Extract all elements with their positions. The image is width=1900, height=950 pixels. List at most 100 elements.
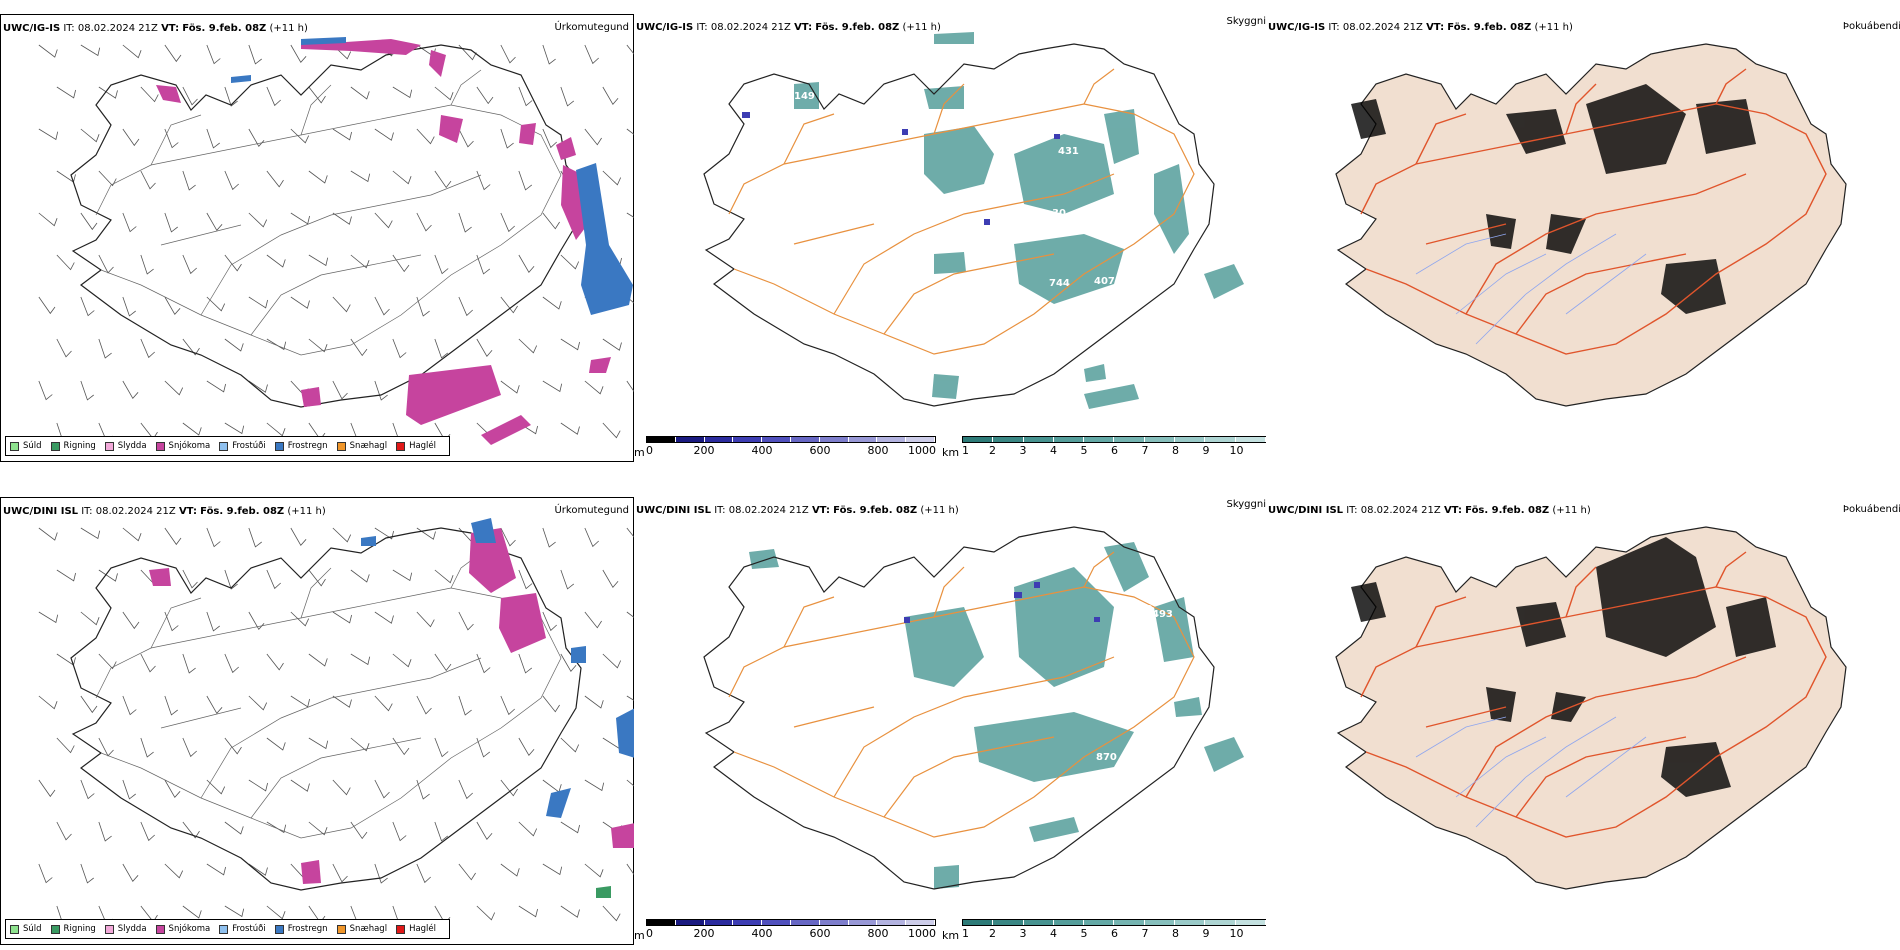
- wind-barb: [98, 821, 112, 842]
- cloud-base-label: 407: [1094, 276, 1115, 287]
- wind-barb: [224, 653, 239, 674]
- scale-tick-label: 2: [989, 444, 996, 457]
- wind-barb: [122, 863, 139, 882]
- scale-tick-label: 7: [1141, 444, 1149, 457]
- scale-tick-label: 1000: [908, 444, 936, 457]
- cloud-base-label: 159: [1064, 807, 1085, 818]
- wind-barb: [140, 821, 155, 842]
- scale-bin: [963, 920, 994, 925]
- wind-barb: [206, 527, 221, 548]
- wind-barbs: [38, 527, 635, 926]
- legend-label: Frostregn: [287, 441, 328, 451]
- wind-barb: [224, 338, 244, 352]
- legend-item: Frostregn: [274, 441, 328, 451]
- wind-barb: [500, 44, 516, 64]
- wind-barb: [584, 779, 605, 792]
- wind-barb: [98, 338, 112, 359]
- wind-barb: [308, 569, 326, 587]
- wind-barb: [626, 779, 635, 788]
- wind-barb: [500, 695, 515, 716]
- wind-barb: [560, 338, 580, 351]
- legend-item: Rigning: [50, 924, 96, 934]
- wind-barb: [542, 863, 563, 876]
- wind-barb: [224, 170, 239, 191]
- panel-variable-title: Þokuábendi: [1842, 21, 1900, 32]
- wind-barb: [350, 86, 370, 100]
- wind-barb: [332, 380, 348, 400]
- wind-barb: [164, 44, 182, 63]
- wind-barb: [140, 338, 155, 359]
- wind-barb: [392, 170, 412, 185]
- cloud-base-label: 179: [1112, 627, 1133, 638]
- scale-tick-label: 4: [1050, 444, 1057, 457]
- wind-barb: [434, 653, 452, 672]
- wind-barb: [98, 569, 118, 582]
- panel-title: UWC/DINI ISL IT: 08.02.2024 21Z VT: Fös.…: [636, 505, 959, 516]
- scale-tick-label: 7: [1141, 927, 1149, 940]
- wind-barb: [38, 695, 58, 710]
- wind-barb: [182, 737, 197, 758]
- fog-index-map: [1335, 526, 1847, 890]
- wind-barb: [542, 212, 560, 230]
- wind-barb: [392, 737, 410, 756]
- fog-index-areas: [1351, 84, 1756, 314]
- scale-bin: [1084, 920, 1115, 925]
- scale-bin: [1144, 437, 1176, 442]
- wind-barb: [626, 863, 635, 877]
- legend-label: Haglél: [409, 924, 437, 934]
- scale-bin: [733, 437, 763, 442]
- scale-colorbar: [962, 919, 1267, 926]
- wind-barb: [392, 569, 413, 582]
- road-network: [95, 552, 562, 839]
- scale-tick-label: 8: [1172, 927, 1179, 940]
- cloud-base-label: 223: [946, 239, 967, 250]
- wind-barb: [560, 569, 575, 590]
- scale-bin: [1114, 437, 1145, 442]
- cloud-base-dots: [904, 582, 1100, 623]
- wind-barb: [458, 779, 473, 800]
- wind-barb: [80, 212, 98, 231]
- wind-barb: [602, 569, 619, 588]
- wind-barb: [122, 296, 136, 317]
- wind-barb: [626, 128, 635, 136]
- wind-barb: [350, 653, 371, 666]
- wind-barb: [224, 737, 242, 755]
- wind-barb: [332, 296, 351, 313]
- wind-barb: [416, 779, 430, 800]
- wind-barb: [374, 695, 393, 712]
- wind-barb: [518, 821, 538, 837]
- wind-barb: [518, 905, 538, 918]
- wind-barb: [500, 380, 520, 394]
- legend-swatch: [396, 441, 406, 451]
- wind-barb: [602, 422, 621, 439]
- scale-tick-label: 1: [962, 927, 969, 940]
- wind-barb: [140, 170, 156, 190]
- cloud-base-label: 30: [1052, 208, 1066, 219]
- scale-colorbar: [646, 436, 936, 443]
- wind-barb: [560, 821, 580, 834]
- scale-bin: [1175, 920, 1206, 925]
- panel-variable-title: Úrkomutegund: [554, 22, 629, 33]
- wind-barb: [584, 380, 604, 395]
- snow-areas: [156, 39, 611, 445]
- wind-barb: [80, 380, 94, 401]
- wind-barb: [164, 779, 181, 798]
- wind-barb: [542, 611, 557, 632]
- legend-swatch: [219, 441, 229, 451]
- wind-barb: [392, 653, 412, 668]
- cloud-base-label: 149: [794, 91, 815, 102]
- scale-bin: [704, 437, 734, 442]
- wind-barb: [164, 611, 179, 632]
- panel-variable-title: Skyggni: [1226, 16, 1266, 27]
- legend-swatch: [10, 924, 19, 934]
- wind-barb: [206, 380, 226, 393]
- wind-barb: [500, 779, 518, 797]
- wind-barb: [560, 86, 575, 107]
- wind-barb: [266, 170, 284, 188]
- wind-barb: [458, 128, 474, 148]
- wind-barb: [374, 380, 388, 401]
- wind-barb: [542, 527, 556, 548]
- wind-barb: [602, 338, 622, 351]
- wind-barb: [206, 296, 226, 312]
- scale-bin: [1175, 437, 1206, 442]
